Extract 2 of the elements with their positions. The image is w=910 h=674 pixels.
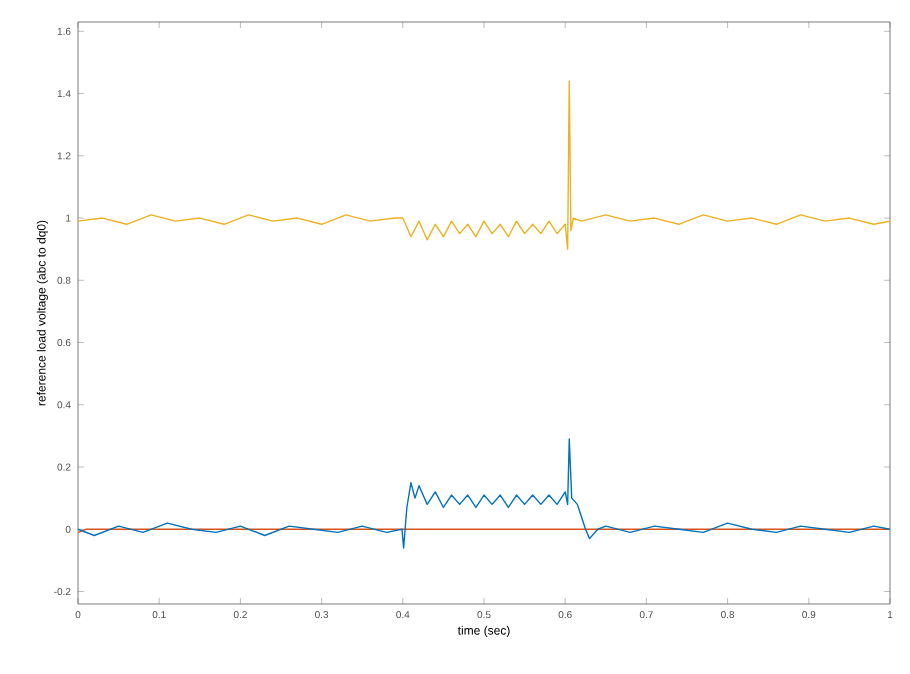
line-series — [78, 80, 890, 250]
line-series — [78, 438, 890, 549]
